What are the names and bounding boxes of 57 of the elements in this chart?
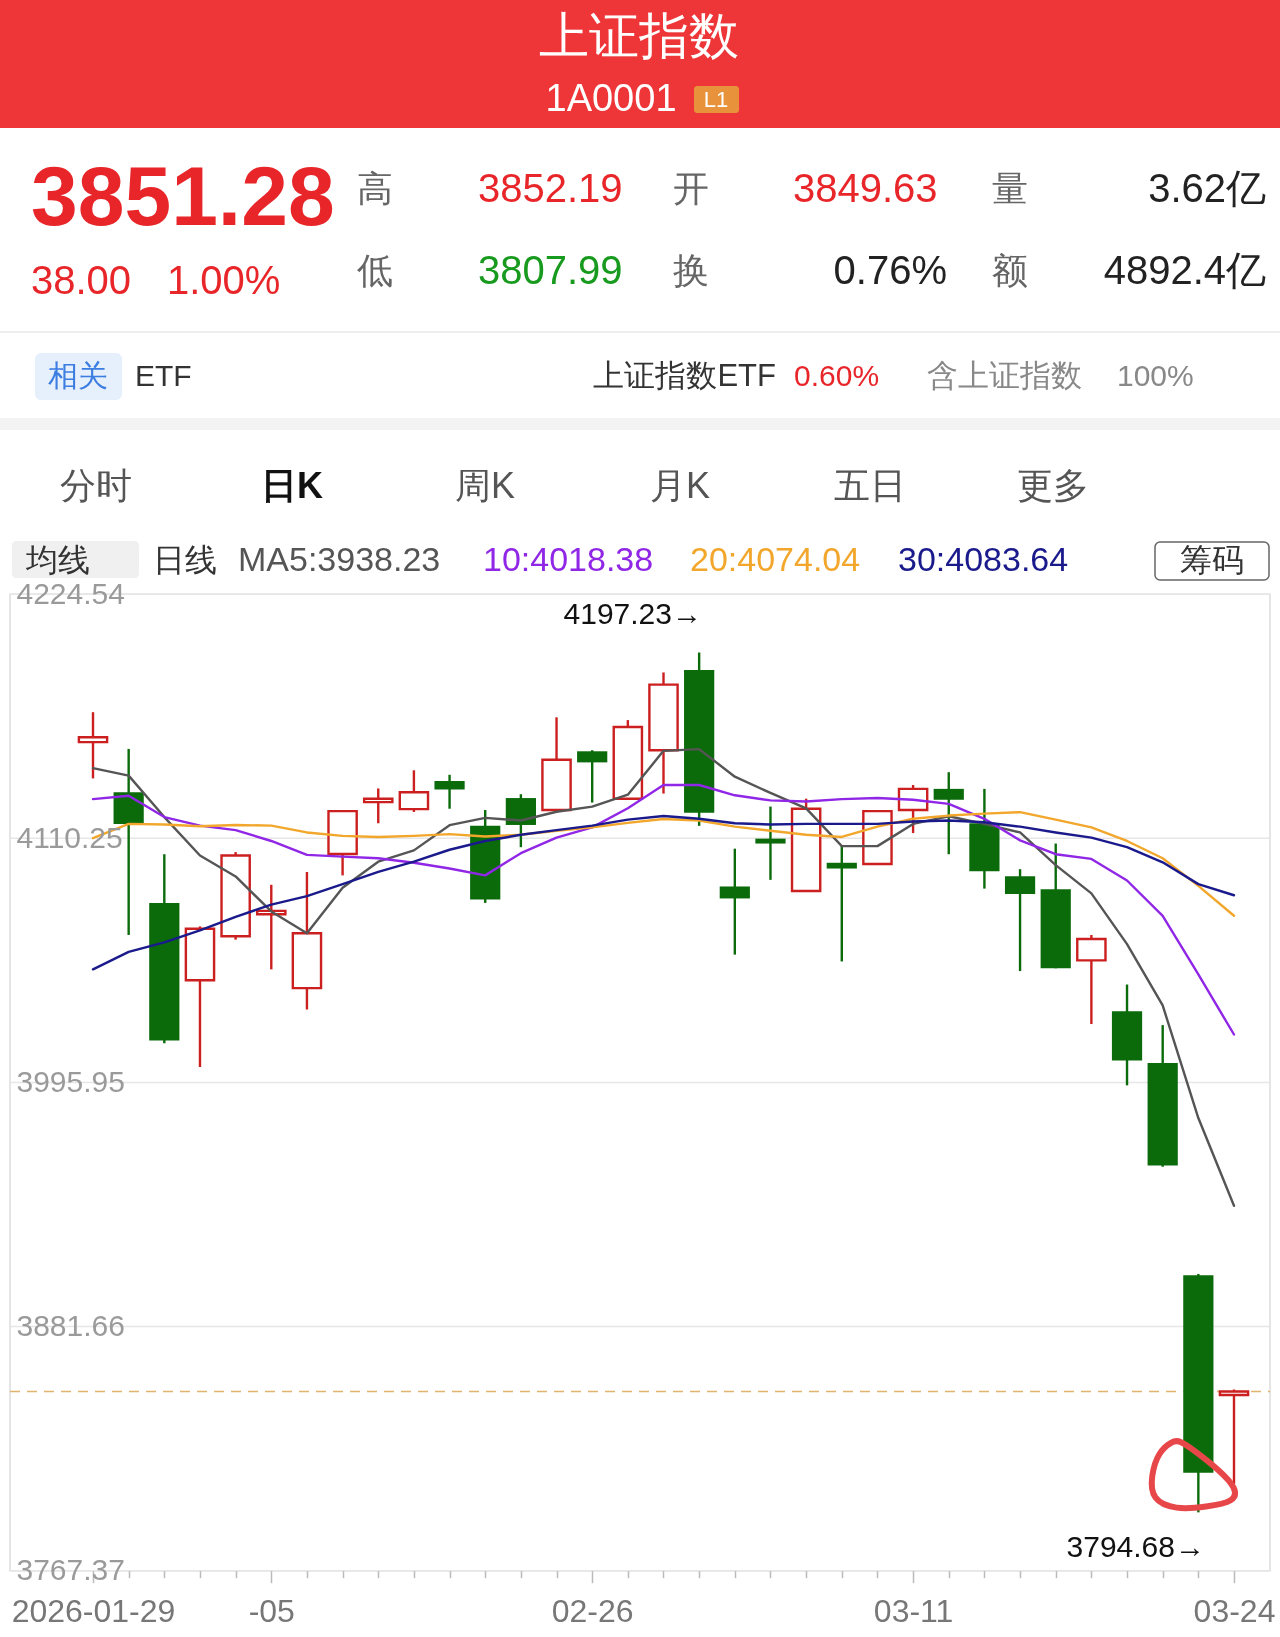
text: 3852.19: [478, 166, 623, 210]
text: 低: [357, 250, 393, 291]
text: 月K: [649, 465, 711, 506]
text: 1A0001: [545, 77, 677, 119]
text: 4892.4亿: [1103, 248, 1266, 292]
text: 0.76%: [833, 248, 947, 292]
text: 3.62亿: [1148, 166, 1266, 210]
text: 量: [992, 168, 1028, 209]
text: 20:4074.04: [690, 540, 861, 578]
text: 100%: [1117, 359, 1194, 392]
text: L1: [703, 87, 729, 112]
annotation: 4197.23→: [563, 597, 702, 630]
x-tick-label: 2026-01-29: [11, 1593, 176, 1630]
x-tick-label: 03-11: [873, 1593, 954, 1630]
text: 五日: [834, 465, 906, 506]
text: 上证指数ETF: [593, 358, 776, 393]
annotation: 3794.68→: [1066, 1530, 1205, 1563]
candlestick: [1218, 1388, 1250, 1486]
text: 日K: [261, 465, 323, 506]
text: 日线: [153, 542, 217, 578]
text: 3851.28: [31, 149, 335, 243]
text: 38.00: [31, 258, 132, 302]
text: MA5:3938.23: [238, 540, 441, 578]
text: 换: [673, 250, 709, 291]
text: 筹码: [1180, 542, 1244, 578]
x-tick-label: 02-26: [551, 1593, 634, 1630]
candlestick: [719, 847, 750, 956]
text: 30:4083.64: [898, 540, 1069, 578]
candlestick: [434, 773, 465, 810]
text: 高: [357, 168, 393, 209]
candlestick: [826, 845, 857, 963]
text: 含上证指数: [927, 358, 1082, 393]
candlestick: [755, 805, 786, 882]
y-tick-label: 4110.25: [16, 820, 123, 854]
y-tick-label: 3767.37: [16, 1553, 125, 1587]
text: 均线: [25, 542, 90, 578]
text: 上证指数: [539, 8, 739, 64]
text: 1.00%: [167, 258, 281, 302]
text: 3807.99: [478, 248, 623, 292]
candlestick: [933, 771, 964, 856]
x-tick-label: 03-24: [1193, 1593, 1276, 1630]
y-tick-label: 3995.95: [16, 1064, 125, 1098]
text: 0.60%: [794, 359, 880, 392]
candlestick: [362, 787, 394, 825]
text: 周K: [454, 465, 516, 506]
text: 3849.63: [793, 166, 938, 210]
y-tick-label: 3881.66: [16, 1309, 125, 1343]
text: 10:4018.38: [483, 540, 654, 578]
text: 相关: [48, 359, 108, 392]
y-tick-label: 4224.54: [16, 576, 125, 610]
text: 开: [673, 168, 709, 209]
candlestick: [77, 710, 109, 780]
text: 更多: [1017, 465, 1089, 506]
x-tick-label: -05: [248, 1593, 295, 1630]
text: 额: [992, 250, 1028, 291]
text: 分时: [60, 465, 132, 506]
text: ETF: [135, 359, 192, 392]
